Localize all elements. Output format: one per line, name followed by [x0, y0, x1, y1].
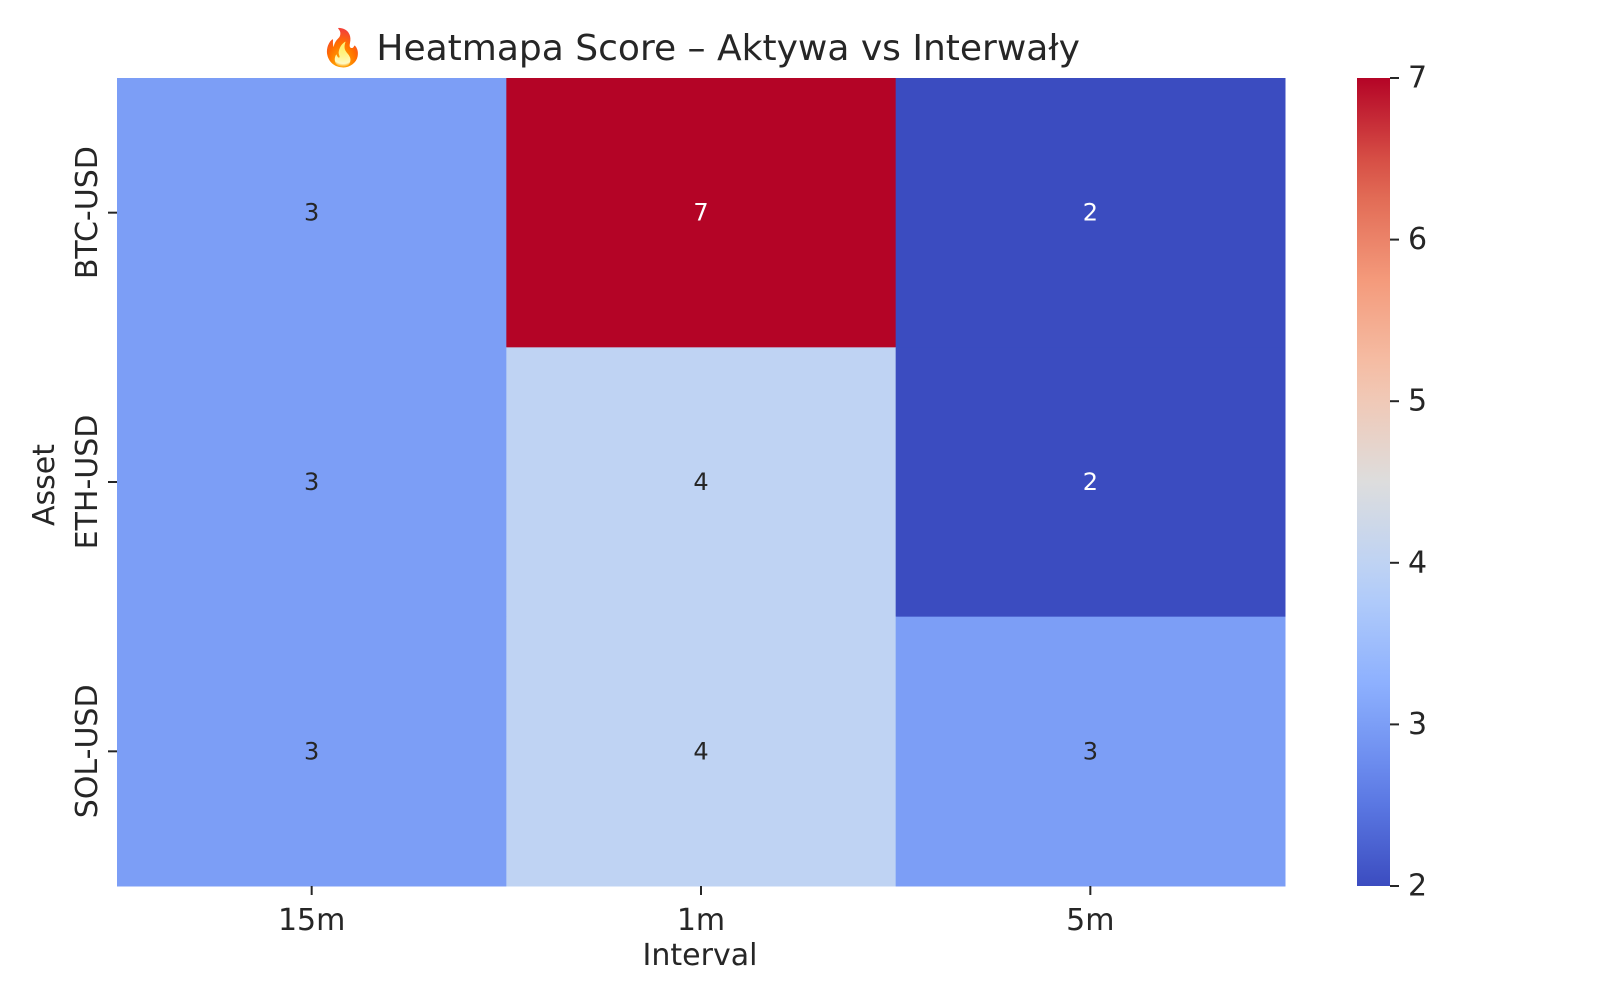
heatmap-cell [117, 616, 507, 887]
heatmap-cell [506, 616, 897, 887]
colorbar-tick-label: 2 [1408, 869, 1427, 904]
heatmap-cell [117, 347, 507, 618]
y-axis-ticks: BTC-USD ETH-USD SOL-USD [70, 146, 117, 818]
colorbar-tick-label: 3 [1408, 707, 1427, 742]
x-axis-ticks: 15m 1m 5m [278, 886, 1114, 938]
colorbar-tick-label: 5 [1408, 384, 1427, 419]
cell-value-label: 2 [1083, 468, 1098, 496]
heatmap-cells [117, 78, 1286, 887]
cell-value-label: 3 [304, 199, 319, 227]
colorbar-ticks: 2 3 4 5 6 7 [1390, 61, 1427, 904]
y-axis-label: Asset [27, 444, 62, 526]
heatmap-cell [895, 78, 1286, 348]
colorbar-tick-label: 7 [1408, 61, 1427, 96]
cell-value-label: 7 [693, 199, 708, 227]
cell-value-label: 4 [693, 737, 708, 765]
x-tick-label: 1m [677, 903, 725, 938]
colorbar [1357, 78, 1390, 886]
heatmap-cell [506, 78, 897, 348]
heatmap-cell [506, 347, 897, 618]
heatmap-cell [895, 616, 1286, 887]
x-tick-label: 5m [1066, 903, 1114, 938]
heatmap-cell [117, 78, 507, 348]
cell-value-label: 3 [304, 737, 319, 765]
cell-value-label: 4 [693, 468, 708, 496]
colorbar-tick-label: 4 [1408, 545, 1427, 580]
cell-value-label: 3 [304, 468, 319, 496]
heatmap-cell [895, 347, 1286, 618]
cell-value-labels: 3 7 2 3 4 2 3 4 3 [304, 199, 1098, 766]
x-tick-label: 15m [278, 903, 345, 938]
colorbar-tick-label: 6 [1408, 222, 1427, 257]
chart-title: 🔥 Heatmapa Score – Aktywa vs Interwały [320, 27, 1080, 69]
y-tick-label: BTC-USD [70, 146, 105, 279]
cell-value-label: 3 [1083, 737, 1098, 765]
y-tick-label: SOL-USD [70, 684, 105, 818]
x-axis-label: Interval [643, 938, 758, 973]
y-tick-label: ETH-USD [70, 415, 105, 550]
cell-value-label: 2 [1083, 199, 1098, 227]
